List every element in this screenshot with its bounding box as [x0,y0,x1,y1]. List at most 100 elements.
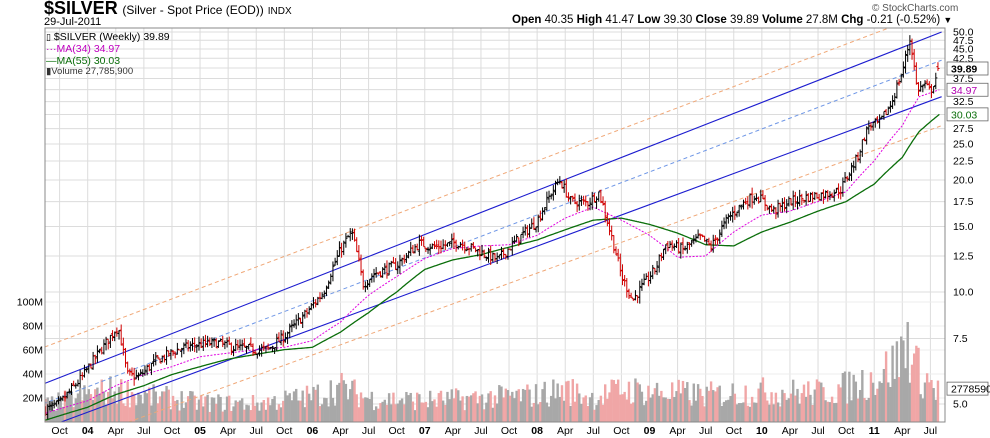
volume-bar [791,379,795,422]
volume-bar [606,398,609,422]
volume-bar [81,400,84,422]
x-tick-label: Jul [362,425,375,437]
volume-bar [312,386,315,422]
volume-bar [251,395,255,422]
volume-bar [837,384,840,422]
volume-bar [282,400,285,422]
volume-bar [716,387,719,422]
volume-bar [560,385,564,422]
volume-bar [880,382,883,422]
volume-bar [530,406,533,422]
dropdown-arrow-icon[interactable]: ▼ [943,15,953,25]
volume-bar [340,372,343,422]
volume-bar [219,396,222,422]
volume-bar [904,368,907,422]
volume-tick-label: 60M [23,345,43,357]
volume-bar [610,379,613,422]
volume-bar [664,397,667,422]
volume-bar [158,396,162,422]
volume-bar [295,388,298,422]
volume-bar [846,403,849,422]
x-tick-label: 04 [82,425,94,437]
y-tick-label: 32.5 [953,96,974,108]
volume-bar [327,406,330,422]
volume-bar [355,394,358,422]
watermark: © StockCharts.com [872,3,959,14]
volume-bar [195,409,199,422]
volume-bar [165,386,168,422]
volume-bar [848,371,851,422]
volume-bar [318,406,322,422]
x-tick-label: Apr [782,425,799,437]
x-tick-label: Apr [894,425,911,437]
volume-bar [651,394,654,422]
volume-bar [681,380,685,422]
volume-bar [707,390,711,422]
trend-channel [45,28,942,422]
volume-bar [757,388,760,422]
volume-bar [800,393,804,422]
volume-bar [725,400,728,422]
volume-bar [746,405,750,422]
volume-bar [472,393,475,422]
volume-bar [584,395,587,422]
volume-bar [463,410,466,422]
volume-bar [454,388,458,422]
legend-volume: ▮Volume 27,785,900 [46,66,133,77]
volume-bar [288,393,291,422]
volume-bar [346,399,350,422]
volume-bar [197,399,201,422]
volume-bar [677,379,680,422]
security-name: (Silver - Spot Price (EOD)) [122,3,264,17]
volume-bar [489,391,492,422]
x-tick-label: Apr [108,425,125,437]
chart-date: 29-Jul-2011 [44,16,102,28]
x-tick-label: Jul [137,425,150,437]
volume-bar [279,407,283,422]
volume-bar [575,383,579,422]
volume-bar [264,409,268,422]
volume-bar [111,398,114,422]
y-tick-label: 47.5 [953,35,974,47]
volume-bar [478,395,482,422]
volume-bar [258,410,261,422]
volume-bar [459,400,462,422]
volume-bar [307,393,311,422]
volume-bar [649,397,652,422]
volume-bar [936,380,940,422]
volume-bar [573,401,577,422]
volume-bar [435,406,438,422]
plot-frame [44,27,946,423]
volume-bar [820,382,823,422]
volume-bar [781,389,784,422]
volume-bar [249,410,253,422]
volume-bar [284,390,287,422]
volume-bar [768,404,771,422]
volume-bar [887,382,890,422]
volume-bar [740,403,743,422]
volume-bar [552,379,555,422]
volume-tag-text: 27785900 [951,384,990,396]
volume-bar [807,381,810,422]
volume-bar [212,397,216,422]
volume-bar [171,395,175,422]
volume-bar [262,400,265,422]
volume-bar [839,387,842,422]
volume-bar [798,403,801,422]
volume-bar [891,345,894,422]
volume-bar [787,398,791,422]
volume-bar [921,398,925,422]
volume-bar [623,391,626,422]
volume-bar [420,402,423,422]
volume-bar [668,398,672,422]
legend-ma55-label: MA(55) 30.03 [56,55,121,67]
volume-bar [804,396,808,422]
volume-bar [182,407,186,422]
volume-bar [437,393,441,422]
volume-bar [439,390,443,422]
volume-bar [366,397,369,422]
volume-bar [753,402,756,422]
x-tick-label: 10 [756,425,768,437]
volume-bar [893,378,896,422]
x-tick-label: Apr [557,425,574,437]
